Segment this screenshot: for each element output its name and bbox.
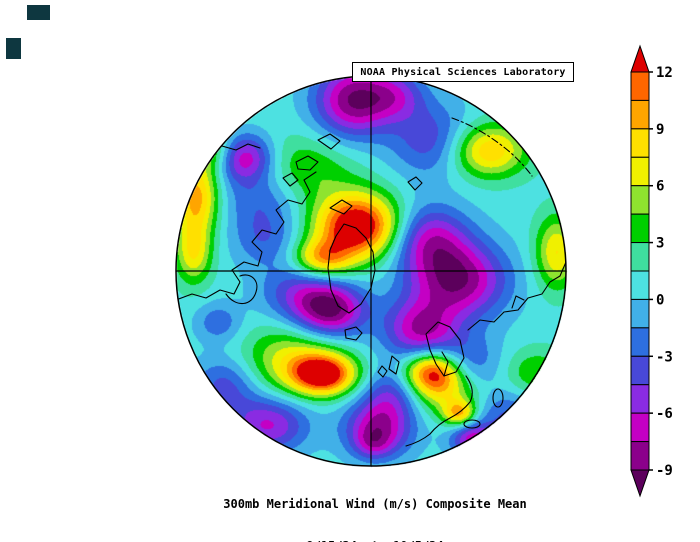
colorbar-segment — [630, 156, 650, 187]
colorbar-segment — [630, 242, 650, 272]
colorbar-segment — [630, 441, 650, 471]
caption-line-dates: 9/15/24 to 10/5/24 — [150, 539, 600, 542]
colorbar: 12 9 6 3 0 -3 -6 -9 — [630, 44, 673, 498]
colorbar-tick-label: 3 — [656, 236, 664, 252]
colorbar-segment — [630, 384, 650, 414]
colorbar-tick-label: 6 — [656, 179, 664, 195]
colorbar-segment — [630, 298, 650, 329]
colorbar-segment — [630, 327, 650, 357]
coastlines — [176, 117, 566, 447]
colorbar-segment — [630, 185, 650, 215]
colorbar-segment — [630, 355, 650, 386]
colorbar-tick-label: 12 — [656, 65, 673, 81]
colorbar-segment — [630, 71, 650, 101]
lab-label-box: NOAA Physical Sciences Laboratory — [352, 62, 574, 82]
lab-label: NOAA Physical Sciences Laboratory — [360, 66, 566, 78]
colorbar-tick-label: -6 — [656, 406, 673, 422]
colorbar-segment — [630, 270, 650, 300]
colorbar-segment — [630, 213, 650, 244]
colorbar-tick-label: 9 — [656, 122, 664, 138]
colorbar-segment — [630, 99, 650, 130]
colorbar-segment — [630, 412, 650, 443]
colorbar-segment — [630, 128, 650, 158]
colorbar-arrow-top — [630, 44, 650, 73]
colorbar-arrow-bottom — [630, 469, 650, 498]
colorbar-tick-label: -3 — [656, 349, 673, 365]
caption: 300mb Meridional Wind (m/s) Composite Me… — [150, 469, 600, 542]
colorbar-tick-label: 0 — [656, 292, 664, 308]
colorbar-tick-label: -9 — [656, 463, 673, 479]
caption-line-title: 300mb Meridional Wind (m/s) Composite Me… — [223, 497, 527, 511]
